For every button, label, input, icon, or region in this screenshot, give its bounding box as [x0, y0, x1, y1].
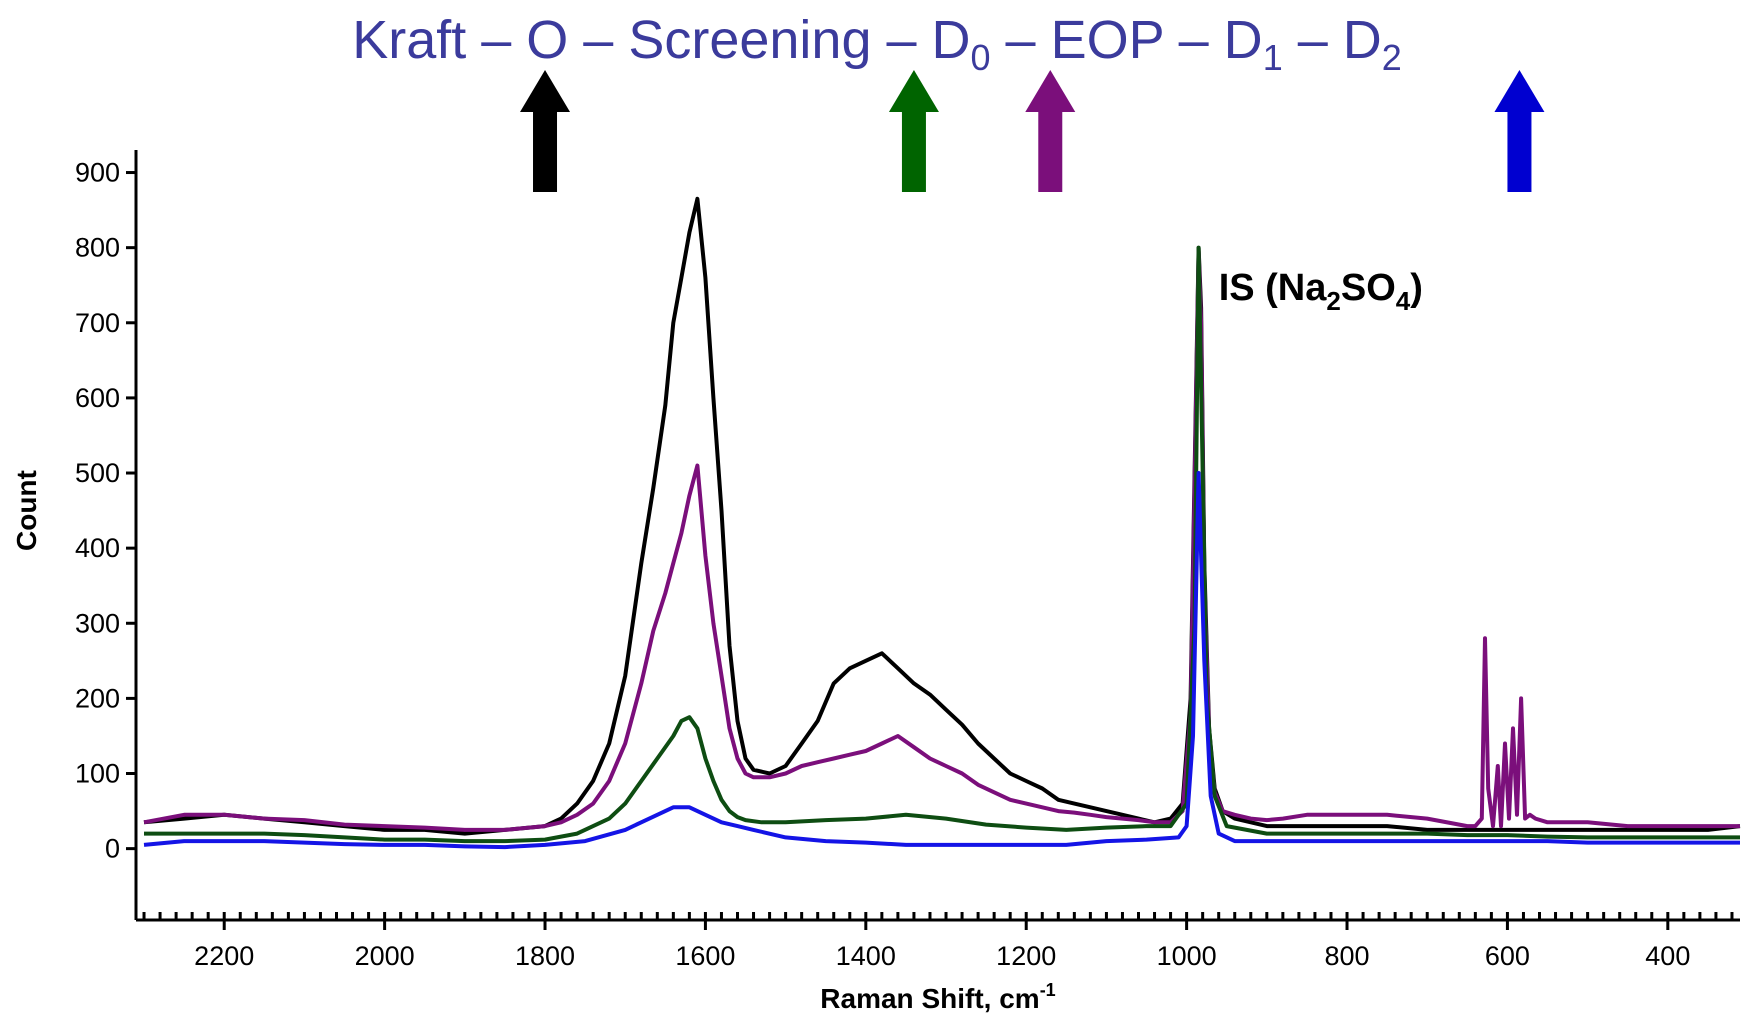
- series-line-4: [143, 471, 1740, 850]
- axis-layer: 0 100 200 300 400 500 600 700 800 900 2200 2000 1800…: [11, 150, 1740, 1014]
- internal-standard-annotation: IS (Na2SO4): [1219, 267, 1423, 316]
- series-line-1: [143, 196, 1741, 836]
- y-tick-label: 500: [75, 458, 120, 488]
- y-tick-label: 800: [75, 233, 120, 263]
- x-tick-label: 1600: [675, 941, 735, 971]
- x-tick-label: 1400: [836, 941, 896, 971]
- x-tick-label: 2000: [355, 941, 415, 971]
- stage-arrow-1: [520, 70, 571, 192]
- y-tick-label: 100: [75, 759, 120, 789]
- x-tick-label: 400: [1645, 941, 1690, 971]
- x-tick-label: 2200: [194, 941, 254, 971]
- stage-arrow-2: [888, 70, 939, 192]
- x-tick-label: 1000: [1157, 941, 1217, 971]
- x-tick-label: 800: [1324, 941, 1369, 971]
- stage-arrow-4: [1494, 70, 1545, 192]
- x-minor-ticks: [142, 912, 1734, 919]
- y-tick-label: 900: [75, 158, 120, 188]
- annotation-layer: IS (Na2SO4): [1219, 267, 1423, 316]
- y-tick-label: 200: [75, 683, 120, 713]
- y-tick-label: 700: [75, 308, 120, 338]
- y-tick-label: 0: [105, 834, 120, 864]
- y-tick-label: 400: [75, 533, 120, 563]
- x-tick-label: 600: [1485, 941, 1530, 971]
- arrow-layer: [520, 70, 1545, 192]
- series-line-3: [144, 245, 1740, 844]
- stage-arrow-3: [1025, 70, 1076, 192]
- x-tick-label: 1200: [996, 941, 1056, 971]
- y-tick-label: 300: [75, 608, 120, 638]
- title-layer: Kraft – O – Screening – D0 – EOP – D1 – …: [352, 10, 1402, 78]
- chart-title: Kraft – O – Screening – D0 – EOP – D1 – …: [352, 10, 1402, 78]
- y-tick-label: 600: [75, 383, 120, 413]
- y-axis-label: Count: [11, 470, 42, 551]
- series-layer: [143, 196, 1741, 850]
- x-tick-label: 1800: [515, 941, 575, 971]
- x-axis-label: Raman Shift, cm-1: [820, 980, 1055, 1014]
- series-line-2: [143, 249, 1740, 832]
